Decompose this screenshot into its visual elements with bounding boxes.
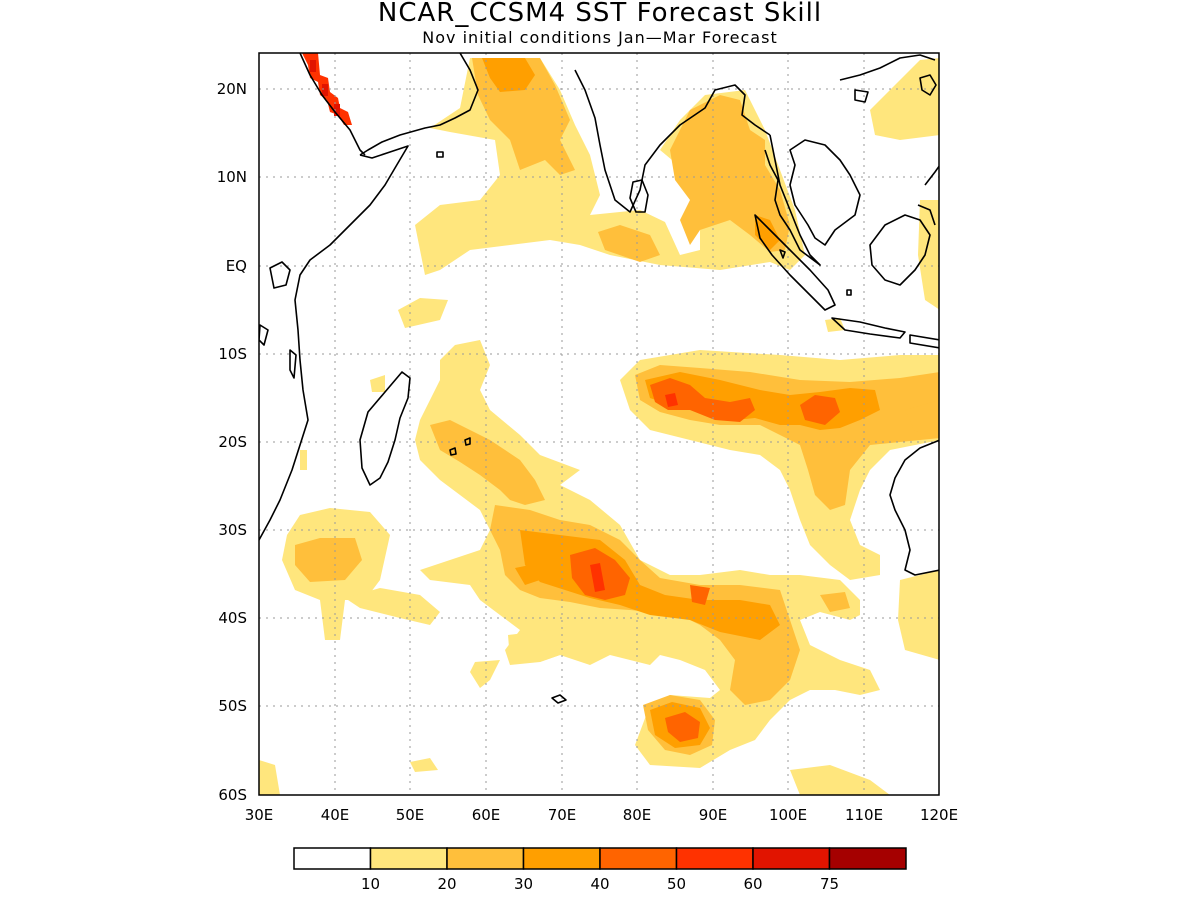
- andaman-islands: [779, 249, 786, 259]
- sumatra: [754, 214, 836, 311]
- lat-tick-label: EQ: [226, 257, 247, 275]
- colorbar-swatch: [293, 847, 372, 870]
- lat-tick-label: 20S: [218, 433, 247, 451]
- mauritius-island: [464, 437, 471, 446]
- red-sea-coast: [299, 53, 366, 156]
- lat-axis: 20N 10N EQ 10S 20S 30S 40S 50S 60S: [217, 80, 247, 804]
- map-grid: [259, 53, 939, 795]
- lon-tick-label: 120E: [920, 806, 958, 824]
- east-africa-coast: [259, 145, 409, 541]
- map-frame: [258, 52, 940, 796]
- borneo: [869, 214, 931, 286]
- colorbar-label: 40: [590, 875, 609, 893]
- lat-tick-label: 30S: [218, 521, 247, 539]
- india-coast: [574, 69, 771, 213]
- lat-tick-label: 20N: [217, 80, 247, 98]
- somalia-inlet: [269, 261, 291, 289]
- chart-title: NCAR_CCSM4 SST Forecast Skill: [377, 0, 823, 28]
- lat-tick-label: 40S: [218, 609, 247, 627]
- lon-tick-label: 30E: [245, 806, 274, 824]
- colorbar-swatch: [522, 847, 601, 870]
- colorbar-swatch: [446, 847, 525, 870]
- colorbar-label: 30: [514, 875, 533, 893]
- lon-axis: 30E 40E 50E 60E 70E 80E 90E 100E 110E 12…: [245, 806, 958, 824]
- lat-tick-label: 10N: [217, 168, 247, 186]
- lon-tick-label: 60E: [472, 806, 501, 824]
- coastlines: [259, 53, 939, 704]
- sulawesi-coast: [917, 204, 936, 226]
- zanzibar: [289, 349, 297, 379]
- socotra-island: [436, 151, 444, 158]
- hainan: [854, 89, 869, 103]
- colorbar-label: 75: [820, 875, 839, 893]
- colorbar-swatch: [369, 847, 448, 870]
- myanmar-coast: [764, 134, 821, 266]
- colorbar-swatch: [752, 847, 831, 870]
- colorbar-label: 60: [743, 875, 762, 893]
- chart-subtitle: Nov initial conditions Jan—Mar Forecast: [422, 28, 778, 47]
- lon-tick-label: 110E: [845, 806, 883, 824]
- colorbar-label: 10: [361, 875, 380, 893]
- skill-level-60-75: [310, 60, 340, 116]
- colorbar-swatch: [675, 847, 754, 870]
- lat-tick-label: 60S: [218, 786, 247, 804]
- colorbar-label: 20: [437, 875, 456, 893]
- colorbar-swatch: [599, 847, 678, 870]
- colorbar-label: 50: [667, 875, 686, 893]
- lon-tick-label: 90E: [699, 806, 728, 824]
- china-coast: [839, 54, 936, 81]
- madagascar: [359, 371, 411, 486]
- colorbar-swatch: [828, 847, 907, 870]
- lake-victoria: [259, 324, 269, 346]
- reunion-island: [449, 447, 457, 456]
- lon-tick-label: 40E: [321, 806, 350, 824]
- bangka-island: [846, 289, 852, 296]
- lon-tick-label: 50E: [396, 806, 425, 824]
- australia-coast: [889, 439, 939, 576]
- kerguelen-island: [551, 694, 567, 704]
- sri-lanka: [629, 179, 649, 213]
- lat-tick-label: 10S: [218, 345, 247, 363]
- lon-tick-label: 100E: [769, 806, 807, 824]
- lon-tick-label: 70E: [548, 806, 577, 824]
- indochina: [789, 139, 861, 246]
- java: [831, 317, 906, 339]
- lon-tick-label: 80E: [623, 806, 652, 824]
- lat-tick-label: 50S: [218, 697, 247, 715]
- philippines-coast: [924, 165, 939, 186]
- lesser-sunda: [909, 334, 939, 349]
- skill-contours: [259, 53, 939, 795]
- arabia-south-coast: [359, 53, 479, 156]
- taiwan: [919, 74, 937, 96]
- colorbar: 10 20 30 40 50 60 75: [293, 847, 907, 893]
